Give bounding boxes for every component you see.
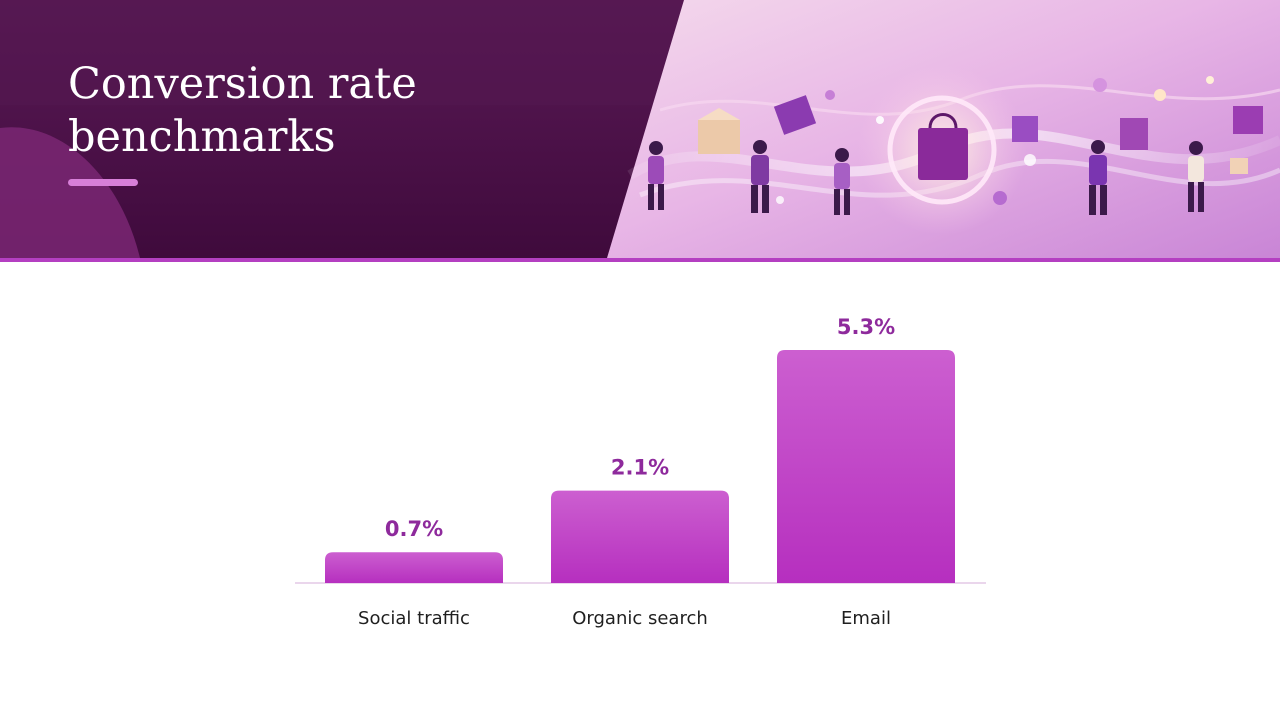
category-label: Organic search — [572, 608, 708, 629]
illustration — [627, 65, 1280, 235]
title-line-1: Conversion rate — [68, 59, 417, 109]
header-background — [0, 0, 1280, 258]
value-label: 5.3% — [837, 315, 895, 339]
bar-social-traffic — [325, 552, 503, 583]
bar-organic-search — [551, 490, 729, 583]
category-label: Email — [841, 608, 891, 629]
value-label: 0.7% — [385, 517, 443, 541]
header-accent-line — [0, 258, 1280, 262]
bar-chart: 0.7% Social traffic 2.1% Organic search 5.3%… — [295, 315, 986, 629]
page-title: Conversion rate benchmarks — [68, 58, 608, 164]
title-underline — [68, 179, 138, 186]
bar-email — [777, 350, 955, 583]
value-label: 2.1% — [611, 456, 669, 480]
title-line-2: benchmarks — [68, 112, 336, 162]
header-banner: Conversion rate benchmarks — [0, 0, 1280, 258]
category-label: Social traffic — [358, 608, 470, 629]
